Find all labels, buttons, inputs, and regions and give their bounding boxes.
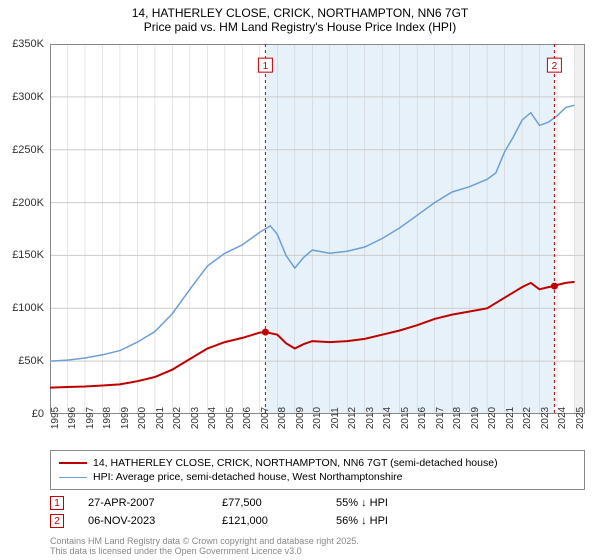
marker-hpi: 55% ↓ HPI	[336, 497, 446, 509]
y-tick-label: £350K	[12, 38, 44, 50]
chart-plot-area: 12	[50, 44, 585, 414]
marker-date: 06-NOV-2023	[88, 515, 198, 527]
legend-swatch	[59, 462, 87, 464]
x-tick-label: 2005	[225, 407, 236, 429]
marker-number-box: 2	[50, 514, 64, 528]
x-tick-label: 2004	[207, 407, 218, 429]
svg-text:1: 1	[263, 61, 269, 72]
y-tick-label: £50K	[18, 355, 44, 367]
x-tick-label: 2014	[382, 407, 393, 429]
marker-price: £77,500	[222, 497, 312, 509]
x-tick-label: 2018	[452, 407, 463, 429]
x-tick-label: 2002	[172, 407, 183, 429]
x-tick-label: 2011	[330, 407, 341, 429]
x-tick-label: 2016	[417, 407, 428, 429]
x-tick-label: 2006	[242, 407, 253, 429]
svg-text:2: 2	[552, 61, 558, 72]
title-line1: 14, HATHERLEY CLOSE, CRICK, NORTHAMPTON,…	[0, 6, 600, 20]
legend-item: HPI: Average price, semi-detached house,…	[59, 470, 576, 484]
x-tick-label: 2009	[295, 407, 306, 429]
x-tick-label: 2017	[435, 407, 446, 429]
x-tick-label: 1999	[120, 407, 131, 429]
x-tick-label: 1998	[102, 407, 113, 429]
license-text: Contains HM Land Registry data © Crown c…	[50, 536, 359, 557]
x-tick-label: 1997	[85, 407, 96, 429]
x-tick-label: 2003	[190, 407, 201, 429]
x-tick-label: 2007	[260, 407, 271, 429]
x-tick-label: 2010	[312, 407, 323, 429]
x-tick-label: 2000	[137, 407, 148, 429]
marker-hpi: 56% ↓ HPI	[336, 515, 446, 527]
y-tick-label: £150K	[12, 249, 44, 261]
x-tick-label: 2008	[277, 407, 288, 429]
x-tick-label: 2001	[155, 407, 166, 429]
x-tick-label: 1996	[67, 407, 78, 429]
legend: 14, HATHERLEY CLOSE, CRICK, NORTHAMPTON,…	[50, 450, 585, 490]
legend-item: 14, HATHERLEY CLOSE, CRICK, NORTHAMPTON,…	[59, 456, 576, 470]
y-tick-label: £200K	[12, 197, 44, 209]
marker-table: 1 27-APR-2007 £77,500 55% ↓ HPI 2 06-NOV-2023…	[50, 494, 585, 530]
x-axis: 1995199619971998199920002001200220032004…	[50, 416, 585, 446]
license-line1: Contains HM Land Registry data © Crown c…	[50, 536, 359, 546]
y-tick-label: £100K	[12, 302, 44, 314]
x-tick-label: 2023	[540, 407, 551, 429]
legend-swatch	[59, 477, 87, 478]
marker-number-box: 1	[50, 496, 64, 510]
x-tick-label: 2013	[365, 407, 376, 429]
y-tick-label: £250K	[12, 144, 44, 156]
marker-row: 1 27-APR-2007 £77,500 55% ↓ HPI	[50, 494, 585, 512]
marker-price: £121,000	[222, 515, 312, 527]
y-tick-label: £300K	[12, 91, 44, 103]
license-line2: This data is licensed under the Open Gov…	[50, 546, 359, 556]
marker-row: 2 06-NOV-2023 £121,000 56% ↓ HPI	[50, 512, 585, 530]
x-tick-label: 2025	[575, 407, 586, 429]
x-tick-label: 1995	[50, 407, 61, 429]
chart-svg: 12	[50, 44, 585, 414]
y-axis: £0£50K£100K£150K£200K£250K£300K£350K	[0, 44, 48, 414]
x-tick-label: 2021	[505, 407, 516, 429]
x-tick-label: 2019	[470, 407, 481, 429]
x-tick-label: 2024	[557, 407, 568, 429]
legend-label: 14, HATHERLEY CLOSE, CRICK, NORTHAMPTON,…	[93, 457, 498, 469]
legend-label: HPI: Average price, semi-detached house,…	[93, 471, 403, 483]
x-tick-label: 2022	[522, 407, 533, 429]
x-tick-label: 2015	[400, 407, 411, 429]
marker-date: 27-APR-2007	[88, 497, 198, 509]
y-tick-label: £0	[32, 408, 44, 420]
x-tick-label: 2020	[487, 407, 498, 429]
title-line2: Price paid vs. HM Land Registry's House …	[0, 20, 600, 34]
x-tick-label: 2012	[347, 407, 358, 429]
